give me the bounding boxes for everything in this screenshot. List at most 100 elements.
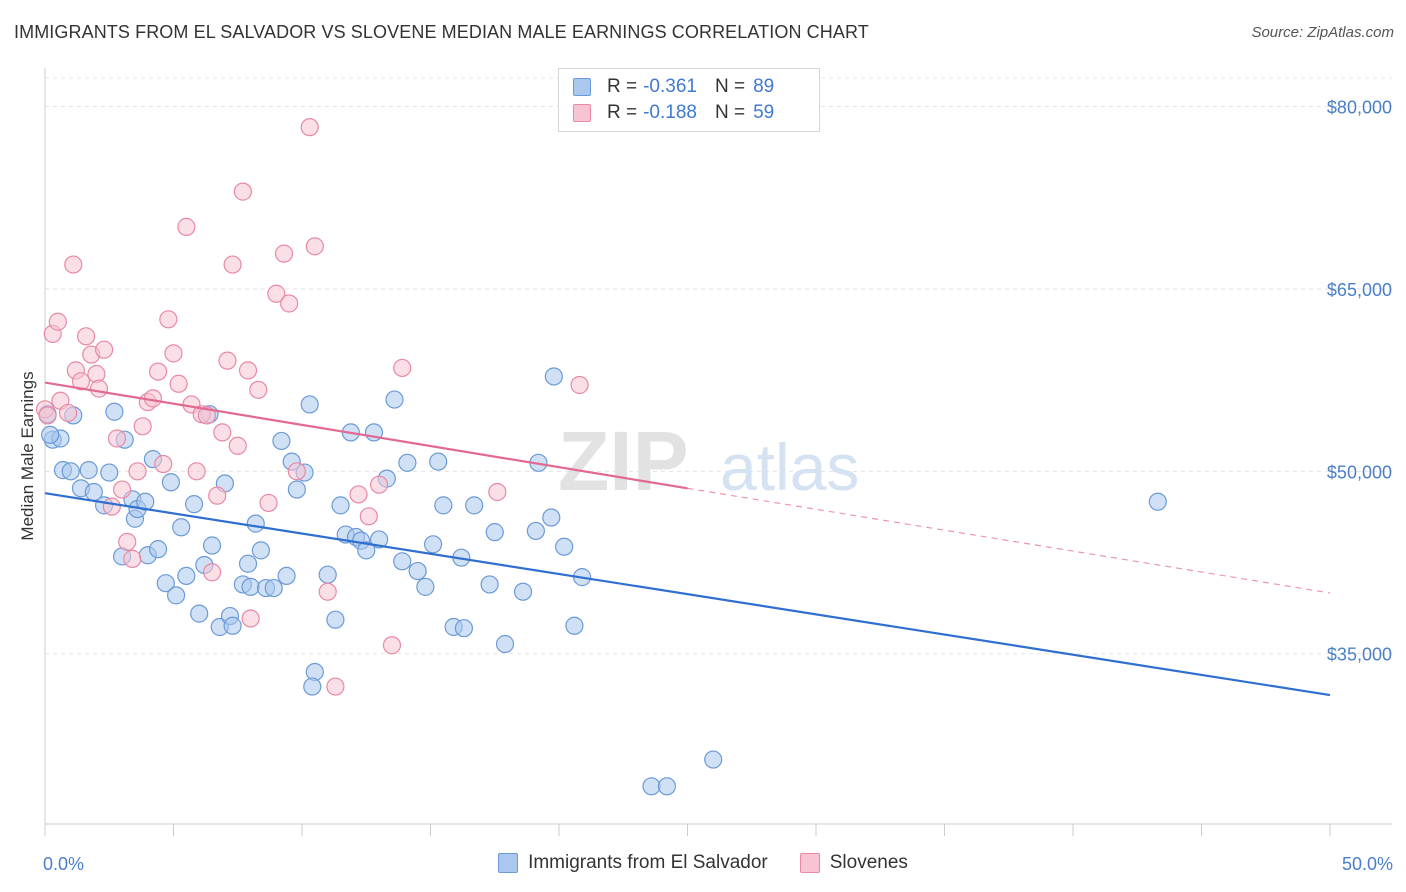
point-slovenes: [48, 312, 67, 331]
point-slovenes: [89, 379, 109, 398]
point-slovenes: [359, 507, 378, 526]
point-slovenes: [159, 310, 178, 329]
point-slovenes: [349, 485, 368, 504]
point-slovenes: [267, 284, 286, 303]
point-el-salvador: [287, 480, 306, 499]
trend-line-el-salvador: [44, 492, 1331, 697]
point-slovenes: [202, 563, 222, 582]
point-slovenes: [95, 340, 114, 359]
legend-row-pink: R = -0.188 N = 59: [573, 101, 774, 125]
legend-n-label: N =: [714, 102, 746, 123]
point-el-salvador: [246, 514, 265, 533]
point-el-salvador: [41, 425, 60, 444]
point-el-salvador: [148, 540, 168, 559]
series-legend-item-slovenes[interactable]: Slovenes: [799, 852, 908, 874]
point-slovenes: [177, 217, 196, 236]
point-el-salvador: [79, 461, 98, 480]
chart-source: Source: ZipAtlas.com: [1251, 24, 1394, 41]
point-slovenes: [128, 462, 147, 481]
tick-labels: $35,000 $50,000 $65,000 $80,000 0.0% 50.0%: [43, 97, 1393, 874]
point-el-salvador: [544, 367, 563, 386]
series-legend-item-el-salvador[interactable]: Immigrants from El Salvador: [498, 852, 768, 874]
point-el-salvador: [495, 634, 515, 654]
point-slovenes: [233, 182, 252, 201]
point-el-salvador: [277, 566, 296, 586]
point-slovenes: [238, 361, 258, 380]
point-el-salvador: [657, 777, 677, 796]
point-slovenes: [164, 344, 183, 363]
point-el-salvador: [542, 508, 561, 527]
series-legend: Immigrants from El Salvador Slovenes: [0, 852, 1406, 874]
point-el-salvador: [485, 523, 504, 542]
watermark-atlas: atlas: [720, 430, 859, 504]
point-el-salvador: [166, 586, 186, 605]
point-el-salvador: [223, 616, 242, 635]
point-el-salvador: [423, 535, 443, 554]
point-el-salvador: [156, 574, 175, 593]
point-slovenes: [123, 549, 142, 568]
point-slovenes: [169, 374, 188, 393]
legend-n-value: 89: [753, 76, 775, 97]
legend-r-value: -0.188: [643, 102, 697, 123]
chart-title: IMMIGRANTS FROM EL SALVADOR VS SLOVENE M…: [14, 22, 869, 42]
point-slovenes: [393, 358, 412, 378]
series-swatch-blue: [498, 853, 519, 873]
legend-r-label: R =: [607, 102, 638, 123]
point-el-salvador: [526, 521, 545, 541]
point-slovenes: [71, 372, 91, 391]
point-el-salvador: [555, 537, 574, 556]
trend-line-slovenes: [44, 381, 688, 490]
trend-lines: [44, 381, 1331, 697]
legend-r-value: -0.361: [643, 76, 697, 97]
point-el-salvador: [202, 536, 222, 555]
y-tick-label: $35,000: [1327, 645, 1392, 665]
point-slovenes: [287, 462, 306, 481]
legend-swatch-blue: [573, 78, 591, 96]
point-el-salvador: [61, 462, 80, 481]
point-slovenes: [213, 423, 232, 442]
point-el-salvador: [272, 431, 291, 451]
point-slovenes: [305, 237, 324, 256]
point-slovenes: [102, 497, 121, 516]
legend-r-label: R =: [607, 76, 638, 97]
point-el-salvador: [300, 395, 319, 414]
point-slovenes: [77, 327, 96, 346]
watermark-zip: ZIP: [558, 414, 689, 508]
point-slovenes: [187, 462, 206, 481]
point-el-salvador: [184, 495, 204, 514]
y-tick-label: $65,000: [1327, 280, 1392, 300]
point-slovenes: [259, 493, 278, 513]
point-el-salvador: [357, 541, 376, 560]
point-el-salvador: [642, 777, 661, 796]
point-slovenes: [197, 406, 217, 425]
point-el-salvador: [326, 610, 345, 629]
point-slovenes: [318, 582, 337, 601]
point-slovenes: [249, 380, 268, 399]
point-el-salvador: [704, 750, 723, 769]
point-el-salvador: [454, 619, 474, 638]
point-el-salvador: [238, 554, 258, 573]
point-el-salvador: [172, 518, 191, 537]
legend-row-blue: R = -0.361 N = 89: [573, 75, 774, 99]
x-tick-label: 0.0%: [43, 854, 84, 874]
point-el-salvador: [318, 565, 337, 584]
point-el-salvador: [513, 582, 533, 601]
point-slovenes: [488, 482, 507, 502]
point-el-salvador: [136, 492, 155, 511]
point-slovenes: [148, 362, 168, 381]
point-slovenes: [59, 403, 78, 423]
point-el-salvador: [1148, 492, 1167, 511]
point-slovenes: [64, 255, 83, 274]
point-slovenes: [228, 436, 247, 455]
legend-swatch-pink: [573, 104, 591, 122]
trend-line-slovenes-extension: [687, 487, 1331, 594]
legend-n-value: 59: [753, 102, 775, 123]
point-slovenes: [118, 532, 137, 551]
point-slovenes: [382, 636, 402, 655]
point-el-salvador: [429, 452, 448, 471]
y-tick-label: $50,000: [1327, 462, 1392, 482]
point-el-salvador: [105, 402, 124, 421]
point-el-salvador: [303, 677, 322, 696]
point-el-salvador: [385, 390, 404, 409]
